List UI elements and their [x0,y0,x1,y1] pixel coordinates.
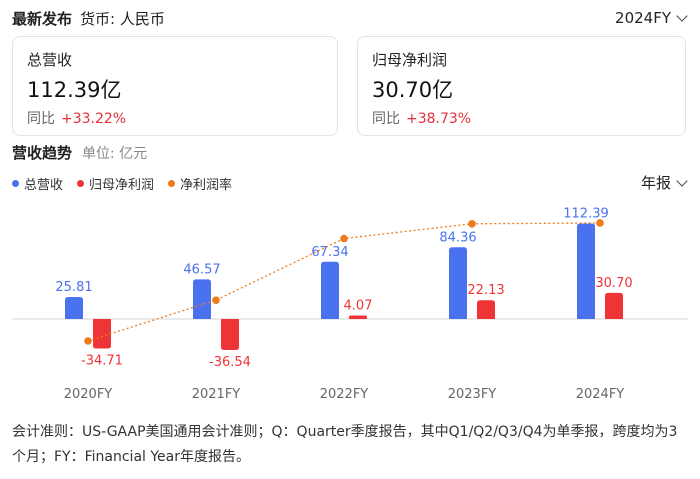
unit-label: 单位: 亿元 [82,146,148,162]
net-profit-card-label: 归母净利润 [372,51,448,69]
bar-revenue-2023FY [449,247,467,319]
period-dropdown[interactable]: 2024FY [615,9,688,27]
x-tick-label-2021FY: 2021FY [192,387,241,402]
legend-item-margin[interactable]: 净利润率 [168,174,232,193]
revenue-card[interactable]: 总营收 112.39亿 同比 +33.22% [12,36,338,136]
chevron-down-icon [676,174,688,187]
legend-dot-margin [168,180,176,187]
legend-label-margin: 净利润率 [180,178,233,193]
top-bar: 最新发布 货币: 人民币 2024FY [12,6,688,30]
data-label-net-profit-2021FY: -36.54 [209,355,251,370]
bar-revenue-2024FY [577,223,595,319]
x-tick-label-2024FY: 2024FY [576,387,625,402]
bar-revenue-2022FY [321,261,339,319]
point-net-margin-2024FY [596,219,604,227]
bar-net-profit-2021FY [221,319,239,351]
revenue-trend-title: 营收趋势 [12,144,73,162]
legend-dot-net-profit [77,180,85,187]
footnote: 会计准则：US-GAAP美国通用会计准则；Q：Quarter季度报告，其中Q1/… [12,424,678,465]
revenue-trend-header: 营收趋势 单位: 亿元 [12,142,147,163]
data-label-revenue-2022FY: 67.34 [311,245,348,260]
revenue-card-label: 总营收 [27,51,73,69]
data-label-revenue-2021FY: 46.57 [183,262,220,277]
bar-net-profit-2024FY [605,292,623,319]
legend-label-net-profit: 归母净利润 [89,178,155,193]
data-label-revenue-2023FY: 84.36 [439,230,476,245]
latest-release-title: 最新发布 [12,9,73,28]
point-net-margin-2021FY [212,296,220,304]
x-tick-label-2020FY: 2020FY [64,387,113,402]
net-profit-card-value: 30.70亿 [372,78,454,102]
bar-revenue-2020FY [65,297,83,319]
bar-net-profit-2022FY [349,315,367,319]
data-label-net-profit-2023FY: 22.13 [467,283,504,298]
revenue-card-value: 112.39亿 [27,78,122,102]
point-net-margin-2022FY [340,234,348,243]
net-profit-card[interactable]: 归母净利润 30.70亿 同比 +38.73% [357,36,686,136]
net-profit-yoy-value: +38.73% [406,111,472,127]
period-dropdown-label: 2024FY [615,9,671,27]
legend-item-net-profit[interactable]: 归母净利润 [77,174,154,193]
net-profit-yoy-label: 同比 [372,111,400,127]
bar-net-profit-2023FY [477,300,495,319]
data-label-revenue-2024FY: 112.39 [563,206,609,221]
x-tick-label-2022FY: 2022FY [320,387,369,402]
revenue-yoy-value: +33.22% [61,111,127,127]
report-type-dropdown[interactable]: 年报 [640,172,688,193]
data-label-revenue-2020FY: 25.81 [55,280,92,295]
x-tick-label-2023FY: 2023FY [448,387,497,402]
legend-dot-revenue [12,180,19,187]
revenue-trend-chart: 25.81 -34.71 2020FY 46.57 -36.54 2021FY 67.34 4… [12,206,688,402]
report-type-label: 年报 [640,174,671,192]
chevron-down-icon [676,10,688,22]
chart-legend: 总营收 归母净利润 净利润率 [12,174,246,193]
currency-label: 货币: 人民币 [80,9,165,28]
bar-net-profit-2020FY [93,319,111,349]
data-label-net-profit-2022FY: 4.07 [344,299,373,314]
data-label-net-profit-2024FY: 30.70 [595,276,632,291]
revenue-yoy-label: 同比 [27,111,55,127]
point-net-margin-2020FY [84,337,92,345]
legend-label-revenue: 总营收 [24,178,64,193]
legend-item-revenue[interactable]: 总营收 [12,174,63,193]
bar-revenue-2021FY [193,279,211,319]
point-net-margin-2023FY [468,219,476,228]
data-label-net-profit-2020FY: -34.71 [81,354,123,369]
